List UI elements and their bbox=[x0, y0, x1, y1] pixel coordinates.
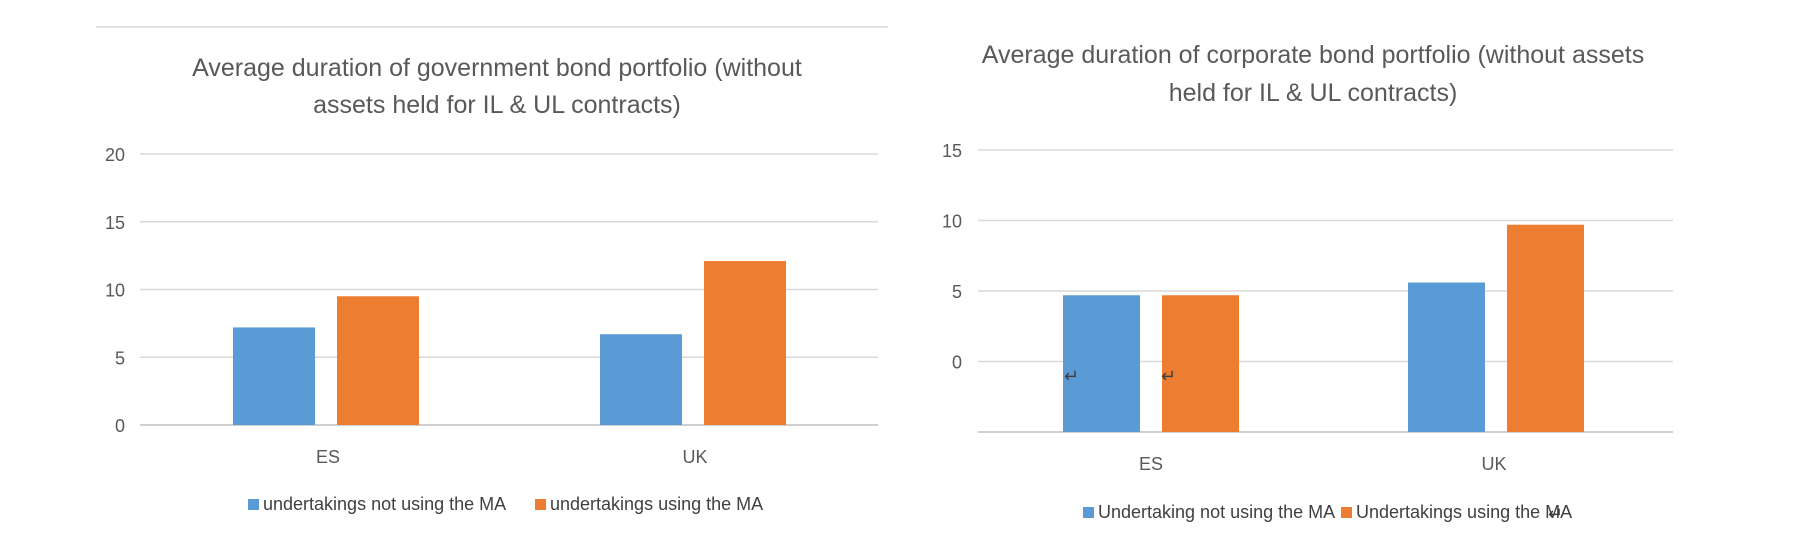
chart-1-legend-label-not-using-ma: undertakings not using the MA bbox=[263, 494, 506, 514]
y-tick-label: 0 bbox=[115, 416, 125, 436]
y-tick-label: 20 bbox=[105, 145, 125, 165]
return-arrow-icon: ↵ bbox=[1161, 366, 1176, 386]
chart-1: Average duration of government bond port… bbox=[105, 54, 878, 514]
y-tick-label: 10 bbox=[942, 212, 962, 232]
y-tick-label: 15 bbox=[942, 141, 962, 161]
chart-1-title-line-1: Average duration of government bond port… bbox=[192, 54, 802, 82]
y-tick-label: 5 bbox=[952, 282, 962, 302]
return-arrow-icon: ↵ bbox=[1548, 504, 1563, 524]
chart-2-legend: Undertaking not using the MA Undertaking… bbox=[1083, 502, 1572, 524]
bar-uk-series-1 bbox=[1507, 224, 1584, 432]
chart-1-legend-swatch-not-using-ma bbox=[248, 499, 259, 510]
chart-1-legend: undertakings not using the MA undertakin… bbox=[248, 494, 763, 514]
bar-uk-series-0 bbox=[600, 334, 682, 425]
chart-2-category-label-uk: UK bbox=[1481, 454, 1506, 474]
bar-es-series-1 bbox=[337, 296, 419, 425]
chart-1-legend-swatch-using-ma bbox=[535, 499, 546, 510]
chart-2-y-tick-labels: 0 5 10 15 bbox=[942, 141, 962, 373]
y-tick-label: 0 bbox=[952, 353, 962, 373]
chart-1-category-label-es: ES bbox=[316, 447, 340, 467]
bar-es-series-1 bbox=[1162, 295, 1239, 432]
chart-1-y-tick-labels: 0 5 10 15 20 bbox=[105, 145, 125, 436]
chart-2: Average duration of corporate bond portf… bbox=[942, 41, 1673, 524]
chart-2-bars bbox=[1063, 224, 1584, 432]
y-tick-label: 5 bbox=[115, 348, 125, 368]
y-tick-label: 15 bbox=[105, 213, 125, 233]
chart-2-legend-swatch-not-using-ma bbox=[1083, 507, 1094, 518]
bar-uk-series-1 bbox=[704, 261, 786, 425]
chart-1-title-line-2: assets held for IL & UL contracts) bbox=[313, 91, 681, 119]
chart-2-legend-swatch-using-ma bbox=[1341, 507, 1352, 518]
chart-2-category-label-es: ES bbox=[1139, 454, 1163, 474]
chart-2-title-line-1: Average duration of corporate bond portf… bbox=[982, 41, 1644, 69]
chart-1-category-label-uk: UK bbox=[682, 447, 707, 467]
chart-2-title-line-2: held for IL & UL contracts) bbox=[1169, 79, 1458, 107]
bar-es-series-0 bbox=[1063, 295, 1140, 432]
chart-2-legend-label-using-ma: Undertakings using the MA bbox=[1356, 502, 1572, 522]
chart-2-legend-label-not-using-ma: Undertaking not using the MA bbox=[1098, 502, 1335, 522]
bar-es-series-0 bbox=[233, 327, 315, 425]
return-arrow-icon: ↵ bbox=[1064, 366, 1079, 386]
chart-1-bars bbox=[233, 261, 786, 425]
bar-uk-series-0 bbox=[1408, 282, 1485, 432]
chart-1-legend-label-using-ma: undertakings using the MA bbox=[550, 494, 763, 514]
y-tick-label: 10 bbox=[105, 281, 125, 301]
